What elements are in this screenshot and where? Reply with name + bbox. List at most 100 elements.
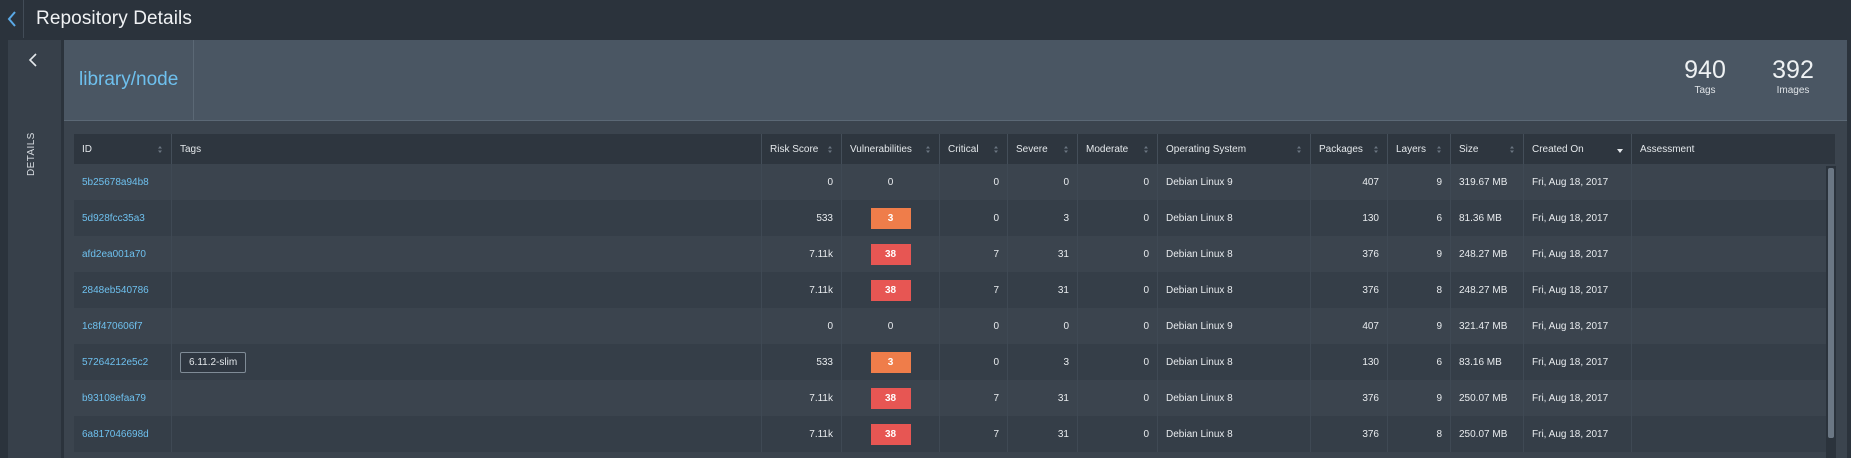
scrollbar[interactable] — [1826, 166, 1836, 458]
table-row[interactable]: 5d928fcc35a3 533 3 0 3 0 Debian Linux 8 130 6 81.… — [74, 200, 1835, 236]
cell-moderate: 0 — [1078, 344, 1158, 380]
cell-moderate: 0 — [1078, 380, 1158, 416]
cell-vuln: 38 — [842, 416, 940, 452]
column-header-label: Tags — [180, 143, 202, 155]
chevron-left-icon — [7, 11, 16, 27]
column-header-size[interactable]: Size — [1451, 134, 1524, 164]
cell-layers: 8 — [1388, 272, 1451, 308]
cell-moderate: 0 — [1078, 200, 1158, 236]
vulnerability-badge: 38 — [870, 423, 911, 445]
sort-icon — [926, 146, 930, 153]
column-header-moderate[interactable]: Moderate — [1078, 134, 1158, 164]
cell-critical: 0 — [940, 164, 1008, 200]
cell-vuln: 0 — [842, 164, 940, 200]
table-row[interactable]: 57264212e5c2 6.11.2-slim 533 3 0 3 0 Debian Lin… — [74, 344, 1835, 380]
cell-id[interactable]: b93108efaa79 — [74, 380, 172, 416]
cell-size: 83.16 MB — [1451, 344, 1524, 380]
cell-severe: 0 — [1008, 308, 1078, 344]
cell-size: 321.47 MB — [1451, 308, 1524, 344]
details-tab-label[interactable]: DETAILS — [26, 132, 37, 176]
cell-created: Fri, Aug 18, 2017 — [1524, 200, 1632, 236]
scroll-thumb[interactable] — [1828, 168, 1834, 438]
cell-vuln: 38 — [842, 380, 940, 416]
cell-tag — [172, 272, 762, 308]
cell-id[interactable]: 57264212e5c2 — [74, 344, 172, 380]
cell-size: 81.36 MB — [1451, 200, 1524, 236]
column-header-label: ID — [82, 143, 92, 155]
cell-id[interactable]: afd2ea001a70 — [74, 236, 172, 272]
tag-chip[interactable]: 6.11.2-slim — [180, 351, 247, 373]
details-rail: DETAILS — [8, 40, 62, 458]
column-header-label: Moderate — [1086, 143, 1129, 155]
cell-critical: 7 — [940, 380, 1008, 416]
column-header-risk[interactable]: Risk Score — [762, 134, 842, 164]
cell-id[interactable]: 1c8f470606f7 — [74, 308, 172, 344]
cell-created: Fri, Aug 18, 2017 — [1524, 380, 1632, 416]
top-bar: Repository Details — [0, 0, 1851, 38]
table-row[interactable]: b93108efaa79 7.11k 38 7 31 0 Debian Linux 8 376… — [74, 380, 1835, 416]
cell-critical: 7 — [940, 236, 1008, 272]
repo-name: library/node — [79, 69, 179, 90]
sort-icon — [1374, 146, 1378, 153]
cell-os: Debian Linux 8 — [1158, 380, 1311, 416]
cell-os: Debian Linux 9 — [1158, 308, 1311, 344]
images-table: ID Tags Risk Score Vulnerabilities Critical S… — [74, 134, 1845, 458]
stat-images-label: Images — [1776, 85, 1810, 96]
cell-size: 248.27 MB — [1451, 236, 1524, 272]
column-header-label: Created On — [1532, 143, 1584, 155]
stat-tags-value: 940 — [1684, 56, 1726, 84]
cell-risk: 0 — [762, 308, 842, 344]
cell-assessment — [1632, 200, 1835, 236]
cell-tag — [172, 416, 762, 452]
column-header-label: Critical — [948, 143, 979, 155]
cell-size: 319.67 MB — [1451, 164, 1524, 200]
cell-id[interactable]: 5b25678a94b8 — [74, 164, 172, 200]
repo-header: library/node 940 Tags 392 Images — [64, 40, 1847, 121]
vulnerability-badge: 38 — [870, 279, 911, 301]
cell-layers: 9 — [1388, 164, 1451, 200]
column-header-severe[interactable]: Severe — [1008, 134, 1078, 164]
table-row[interactable]: 1c8f470606f7 0 0 0 0 0 Debian Linux 9 407 9 321.4… — [74, 308, 1835, 344]
column-header-vuln[interactable]: Vulnerabilities — [842, 134, 940, 164]
cell-layers: 9 — [1388, 380, 1451, 416]
cell-tag — [172, 236, 762, 272]
cell-id[interactable]: 6a817046698d — [74, 416, 172, 452]
sort-icon — [994, 146, 998, 153]
cell-os: Debian Linux 8 — [1158, 344, 1311, 380]
table-row[interactable]: 2848eb540786 7.11k 38 7 31 0 Debian Linux 8 376… — [74, 272, 1835, 308]
cell-risk: 7.11k — [762, 380, 842, 416]
cell-id[interactable]: 2848eb540786 — [74, 272, 172, 308]
column-header-packages[interactable]: Packages — [1311, 134, 1388, 164]
cell-created: Fri, Aug 18, 2017 — [1524, 164, 1632, 200]
cell-severe: 31 — [1008, 236, 1078, 272]
rail-collapse-button[interactable] — [27, 52, 43, 70]
cell-vuln: 0 — [842, 308, 940, 344]
cell-layers: 6 — [1388, 344, 1451, 380]
sort-icon — [1064, 146, 1068, 153]
cell-moderate: 0 — [1078, 272, 1158, 308]
divider — [193, 40, 194, 121]
sort-icon — [1437, 146, 1441, 153]
cell-assessment — [1632, 272, 1835, 308]
cell-severe: 3 — [1008, 344, 1078, 380]
cell-vuln: 3 — [842, 344, 940, 380]
stat-tags: 940 Tags — [1675, 56, 1735, 96]
sort-icon — [158, 146, 162, 153]
column-header-id[interactable]: ID — [74, 134, 172, 164]
cell-packages: 130 — [1311, 200, 1388, 236]
column-header-critical[interactable]: Critical — [940, 134, 1008, 164]
column-header-label: Assessment — [1640, 143, 1695, 155]
table-row[interactable]: 6a817046698d 7.11k 38 7 31 0 Debian Linux 8 376… — [74, 416, 1835, 452]
stat-images-value: 392 — [1772, 56, 1814, 84]
column-header-layers[interactable]: Layers — [1388, 134, 1451, 164]
column-header-os[interactable]: Operating System — [1158, 134, 1311, 164]
cell-id[interactable]: 5d928fcc35a3 — [74, 200, 172, 236]
table-row[interactable]: 5b25678a94b8 0 0 0 0 0 Debian Linux 9 407 9 319.6… — [74, 164, 1835, 200]
stat-images: 392 Images — [1763, 56, 1823, 96]
back-button[interactable] — [0, 0, 24, 38]
cell-size: 250.07 MB — [1451, 416, 1524, 452]
column-header-created[interactable]: Created On — [1524, 134, 1632, 164]
table-row[interactable]: afd2ea001a70 7.11k 38 7 31 0 Debian Linux 8 376… — [74, 236, 1835, 272]
cell-risk: 0 — [762, 164, 842, 200]
cell-tag — [172, 200, 762, 236]
